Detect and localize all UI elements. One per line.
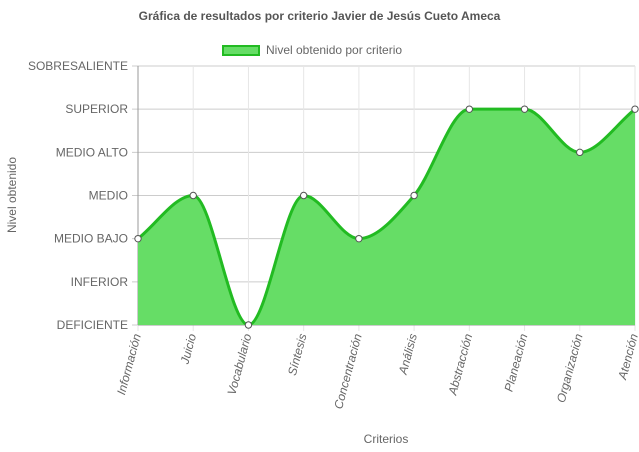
- x-tick-label: Planeación: [502, 332, 531, 393]
- legend-label: Nivel obtenido por criterio: [266, 43, 403, 57]
- x-tick-label: Organización: [554, 332, 586, 404]
- x-tick-label: Vocabulario: [225, 332, 255, 397]
- data-point: [631, 105, 639, 113]
- legend[interactable]: Nivel obtenido por criterio: [222, 42, 402, 58]
- x-tick-label: Análisis: [396, 332, 420, 377]
- y-tick-label: SUPERIOR: [65, 102, 128, 116]
- data-point: [189, 191, 197, 200]
- y-tick-label: DEFICIENTE: [57, 318, 128, 332]
- series-line: [137, 107, 636, 327]
- data-point: [410, 191, 418, 200]
- x-tick-label: Síntesis: [285, 332, 310, 377]
- y-tick-label: INFERIOR: [71, 275, 129, 289]
- x-axis-title: Criterios: [363, 432, 409, 446]
- x-tick-label: Abstracción: [445, 332, 475, 397]
- series-area: [138, 109, 635, 325]
- chart-title: Gráfica de resultados por criterio Javie…: [138, 9, 501, 23]
- x-tick-label: Información: [114, 332, 144, 396]
- data-point: [355, 234, 363, 243]
- y-tick-label: MEDIO: [89, 189, 128, 203]
- data-point: [134, 234, 142, 243]
- y-tick-label: MEDIO ALTO: [56, 145, 128, 159]
- data-point: [244, 321, 253, 329]
- y-tick-label: SOBRESALIENTE: [28, 59, 128, 73]
- data-point: [576, 148, 584, 157]
- data-point: [299, 191, 308, 200]
- data-point: [465, 105, 474, 113]
- x-tick-label: Atención: [615, 332, 639, 382]
- legend-swatch: [222, 44, 260, 56]
- y-tick-label: MEDIO BAJO: [54, 232, 128, 246]
- x-tick-label: Juicio: [177, 332, 199, 367]
- data-point: [520, 105, 529, 113]
- x-tick-label: Concentración: [331, 332, 365, 411]
